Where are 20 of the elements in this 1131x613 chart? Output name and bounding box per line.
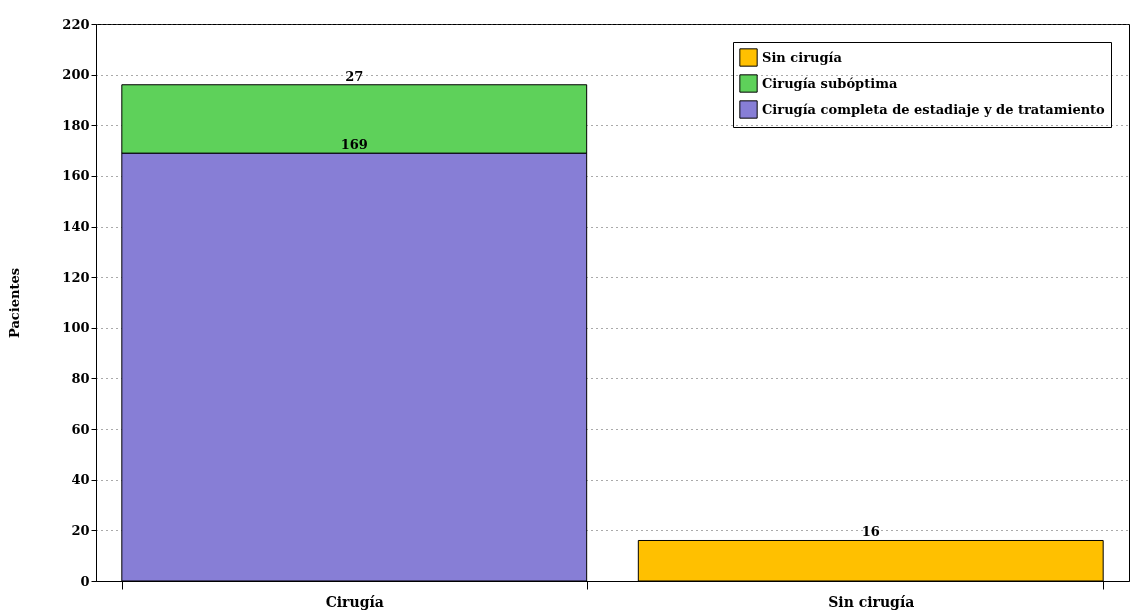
y-tick-label: 200: [62, 67, 90, 83]
y-tick-label: 60: [71, 421, 90, 437]
x-tick-label: Cirugía: [325, 593, 384, 610]
y-axis-title: Pacientes: [7, 267, 23, 339]
y-tick-label: 80: [71, 370, 90, 386]
legend-label: Sin cirugía: [762, 49, 843, 65]
y-tick-label: 20: [71, 522, 90, 538]
y-tick-label: 180: [62, 117, 90, 133]
y-tick-label: 140: [62, 219, 90, 235]
data-label: 16: [861, 524, 880, 540]
y-tick-label: 40: [71, 472, 90, 488]
legend-label: Cirugía completa de estadiaje y de tratamiento: [762, 101, 1106, 117]
y-tick-label: 120: [62, 269, 90, 285]
data-label: 27: [345, 68, 364, 84]
y-tick-label: 100: [62, 320, 90, 336]
data-label: 169: [340, 137, 368, 153]
legend-label: Cirugía subóptima: [762, 75, 898, 91]
y-tick-label: 160: [62, 168, 90, 184]
y-tick-label: 0: [80, 573, 90, 589]
y-tick-label: 220: [62, 16, 90, 32]
